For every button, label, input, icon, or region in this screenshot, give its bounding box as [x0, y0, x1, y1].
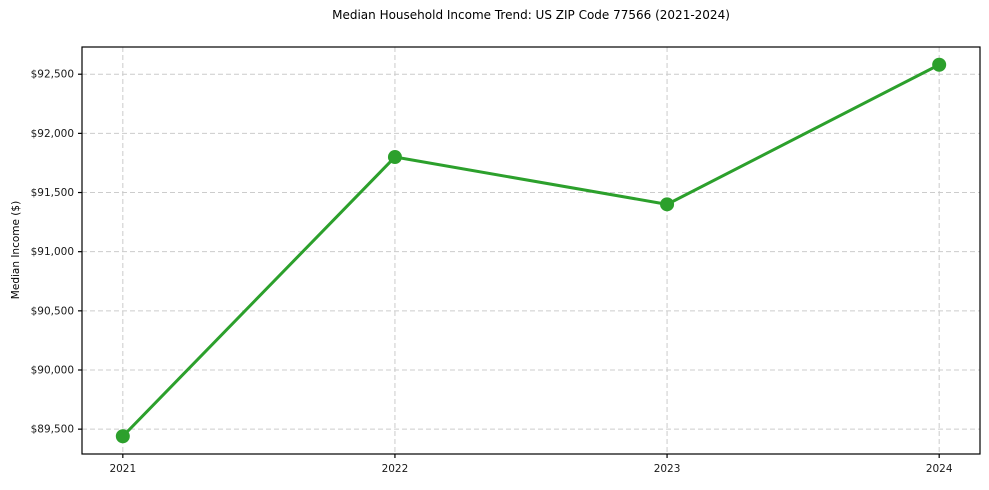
- x-tick-label: 2024: [926, 463, 953, 475]
- data-point-2021: [115, 429, 130, 444]
- x-tick-label: 2023: [654, 463, 681, 475]
- y-tick-label: $92,000: [31, 128, 74, 140]
- data-point-2022: [387, 150, 402, 165]
- y-tick-label: $92,500: [31, 69, 74, 81]
- chart-title: Median Household Income Trend: US ZIP Co…: [332, 8, 730, 22]
- y-tick-label: $91,000: [31, 246, 74, 258]
- plot-spines: [81, 46, 981, 455]
- y-tick-label: $90,000: [31, 364, 74, 376]
- trend-line: [121, 63, 940, 438]
- y-tick-label: $90,500: [31, 305, 74, 317]
- x-tick-label: 2021: [109, 463, 136, 475]
- data-point-2023: [660, 197, 675, 212]
- y-tick-label: $91,500: [31, 187, 74, 199]
- y-tick-label: $89,500: [31, 424, 74, 436]
- data-point-2024: [932, 57, 947, 72]
- x-tick-label: 2022: [382, 463, 409, 475]
